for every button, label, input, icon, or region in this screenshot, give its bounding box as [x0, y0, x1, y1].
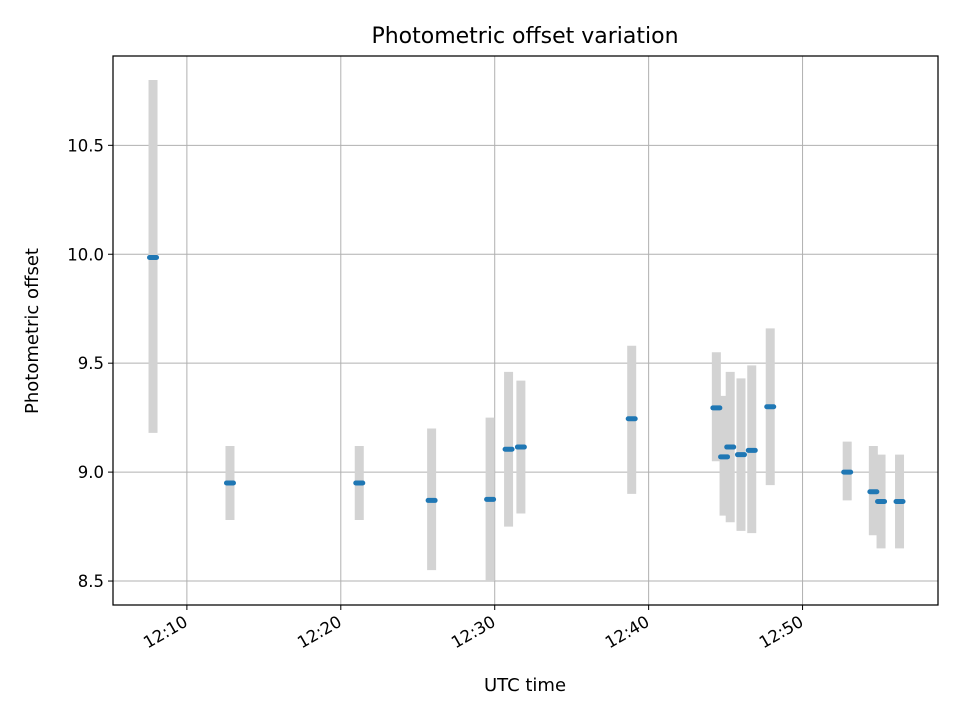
data-point	[484, 496, 497, 502]
data-point	[718, 454, 731, 460]
y-axis-label: Photometric offset	[22, 248, 43, 414]
data-point	[710, 405, 723, 411]
data-point	[875, 499, 888, 505]
y-axis-ticks: 8.5 9.0 9.5 10.0 10.5	[67, 136, 113, 591]
data-point	[223, 480, 236, 486]
data-points	[147, 255, 906, 505]
y-tick-label: 9.5	[78, 354, 104, 373]
plot-frame	[112, 55, 939, 606]
y-tick-label: 9.0	[78, 463, 104, 482]
chart-title: Photometric offset variation	[371, 24, 678, 49]
data-point	[867, 489, 880, 495]
data-point	[841, 469, 854, 475]
data-point	[425, 497, 438, 503]
data-point	[745, 447, 758, 453]
data-point	[353, 480, 366, 486]
y-tick-label: 10.5	[67, 136, 104, 155]
grid-lines	[113, 56, 938, 605]
y-tick-label: 8.5	[78, 572, 104, 591]
data-point	[514, 444, 527, 450]
data-point	[147, 255, 160, 261]
data-point	[764, 404, 777, 410]
data-point	[502, 446, 515, 452]
data-point	[734, 452, 747, 458]
data-point	[724, 444, 737, 450]
x-axis-label: UTC time	[484, 675, 566, 696]
data-point	[893, 499, 906, 505]
y-tick-label: 10.0	[67, 245, 104, 264]
data-point	[625, 416, 638, 422]
